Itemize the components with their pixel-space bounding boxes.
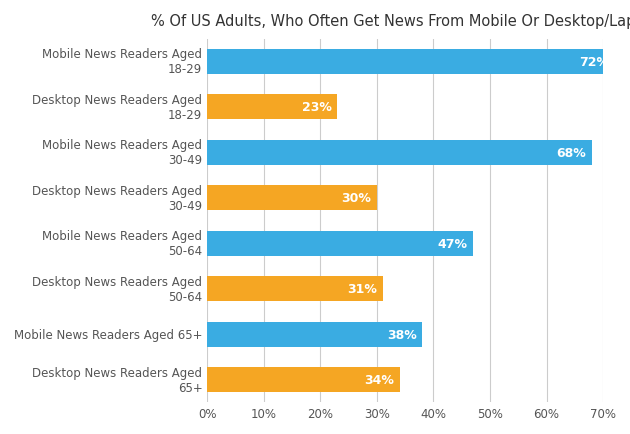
Text: 31%: 31% <box>347 283 377 296</box>
Bar <box>207 186 377 211</box>
Bar <box>207 367 399 392</box>
Text: 30%: 30% <box>341 192 371 205</box>
Bar <box>207 276 382 302</box>
Bar <box>207 50 614 75</box>
Text: 47%: 47% <box>437 237 467 250</box>
Text: 38%: 38% <box>387 328 416 341</box>
Title: % Of US Adults, Who Often Get News From Mobile Or Desktop/Laptop: % Of US Adults, Who Often Get News From … <box>151 14 630 29</box>
Bar <box>207 231 473 256</box>
Text: 34%: 34% <box>364 373 394 386</box>
Bar <box>207 95 337 120</box>
Bar <box>207 322 422 347</box>
Text: 68%: 68% <box>556 147 586 160</box>
Bar <box>207 141 592 165</box>
Text: 72%: 72% <box>579 56 609 69</box>
Text: 23%: 23% <box>302 101 331 114</box>
